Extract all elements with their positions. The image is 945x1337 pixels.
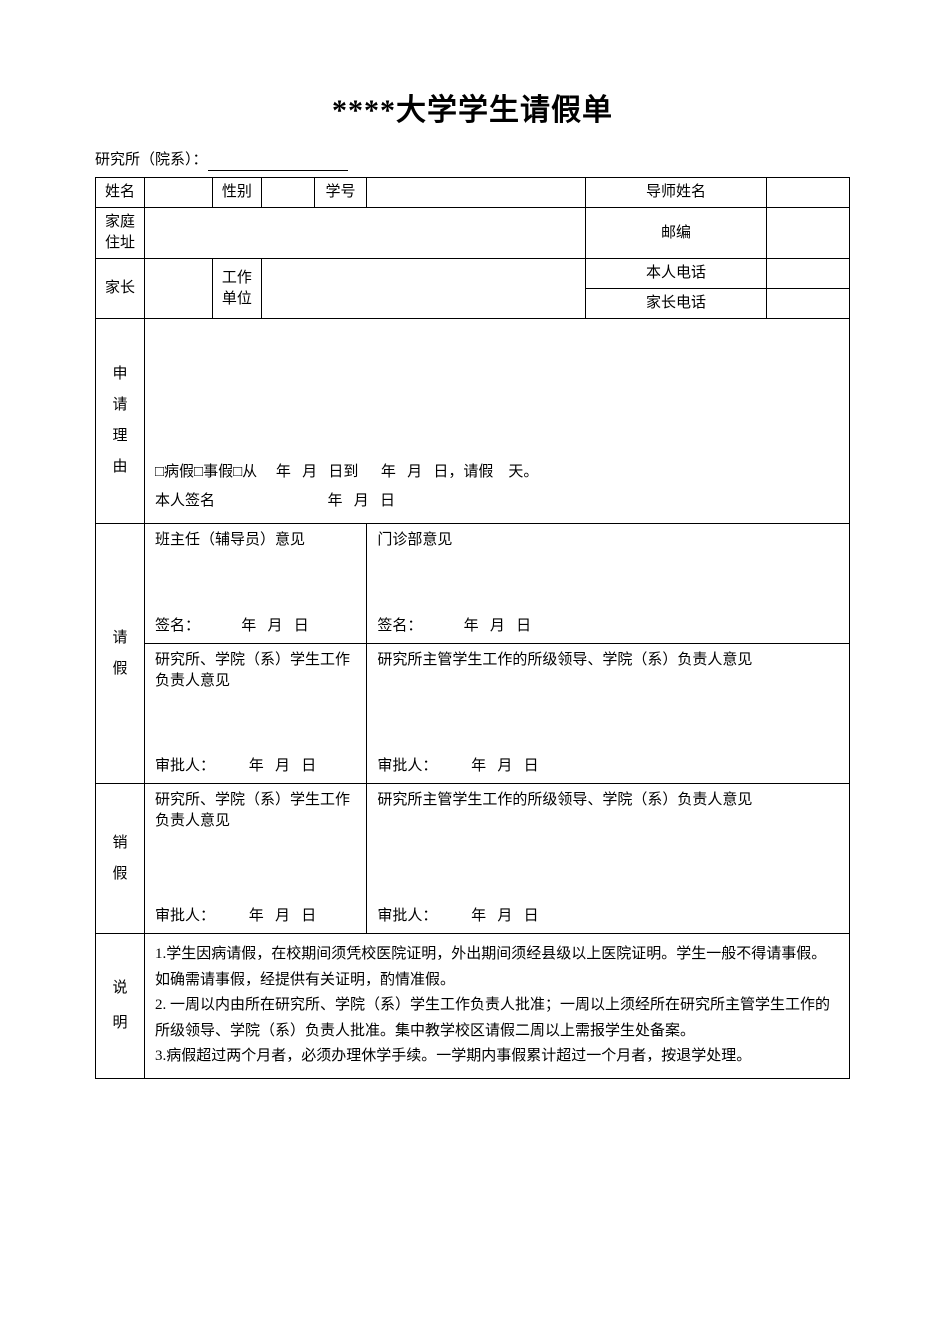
reason-char-1: 请 <box>102 395 138 416</box>
reason-char-0: 申 <box>102 364 138 385</box>
opinion-leader-leave-sign: 审批人： 年 月 日 <box>377 756 839 777</box>
notes-char-0: 说 <box>102 978 138 999</box>
notes-char-1: 明 <box>102 1013 138 1034</box>
opinion-dept-cancel[interactable]: 研究所、学院（系）学生工作负责人意见 审批人： 年 月 日 <box>145 784 367 934</box>
label-parent-phone: 家长电话 <box>586 289 767 319</box>
label-gender: 性别 <box>212 178 261 208</box>
field-name[interactable] <box>145 178 213 208</box>
field-advisor[interactable] <box>766 178 849 208</box>
label-notes-side: 说 明 <box>96 934 145 1079</box>
leave-form-table: 姓名 性别 学号 导师姓名 家庭 住址 邮编 家长 工作 单位 本人电话 家长电… <box>95 177 850 1079</box>
department-row: 研究所（院系）： <box>95 150 850 171</box>
cancel-char-0: 销 <box>102 833 138 854</box>
opinion-advisor[interactable]: 班主任（辅导员）意见 签名： 年 月 日 <box>145 524 367 644</box>
row-cancel: 销 假 研究所、学院（系）学生工作负责人意见 审批人： 年 月 日 研究所主管学… <box>96 784 850 934</box>
field-parent[interactable] <box>145 259 213 319</box>
opinion-leader-cancel-title: 研究所主管学生工作的所级领导、学院（系）负责人意见 <box>377 790 839 811</box>
row-reason: 申 请 理 由 □病假□事假□从 年 月 日到 年 月 日，请假 天。 本人签名… <box>96 319 850 524</box>
field-zip[interactable] <box>766 208 849 259</box>
label-cancel-side: 销 假 <box>96 784 145 934</box>
department-blank[interactable] <box>208 155 348 172</box>
row-leave-a: 请 假 班主任（辅导员）意见 签名： 年 月 日 门诊部意见 签名： 年 月 日 <box>96 524 850 644</box>
opinion-leader-cancel-sign: 审批人： 年 月 日 <box>377 906 839 927</box>
page-title: ****大学学生请假单 <box>95 90 850 132</box>
field-address[interactable] <box>145 208 586 259</box>
field-parent-phone[interactable] <box>766 289 849 319</box>
reason-line2: 本人签名 年 月 日 <box>155 487 839 516</box>
field-workunit[interactable] <box>261 259 585 319</box>
opinion-advisor-title: 班主任（辅导员）意见 <box>155 530 356 551</box>
reason-char-2: 理 <box>102 426 138 447</box>
opinion-clinic-sign: 签名： 年 月 日 <box>377 616 839 637</box>
row-leave-b: 研究所、学院（系）学生工作负责人意见 审批人： 年 月 日 研究所主管学生工作的… <box>96 644 850 784</box>
label-parent: 家长 <box>96 259 145 319</box>
label-reason-side: 申 请 理 由 <box>96 319 145 524</box>
label-zip: 邮编 <box>586 208 767 259</box>
opinion-clinic[interactable]: 门诊部意见 签名： 年 月 日 <box>367 524 850 644</box>
reason-line1: □病假□事假□从 年 月 日到 年 月 日，请假 天。 <box>155 458 839 487</box>
opinion-clinic-title: 门诊部意见 <box>377 530 839 551</box>
leave-char-0: 请 <box>102 628 138 649</box>
opinion-dept-leave[interactable]: 研究所、学院（系）学生工作负责人意见 审批人： 年 月 日 <box>145 644 367 784</box>
label-leave-side: 请 假 <box>96 524 145 784</box>
opinion-dept-leave-title: 研究所、学院（系）学生工作负责人意见 <box>155 650 356 692</box>
notes-body: 1.学生因病请假，在校期间须凭校医院证明，外出期间须经县级以上医院证明。学生一般… <box>145 934 850 1079</box>
leave-char-1: 假 <box>102 659 138 680</box>
row-address: 家庭 住址 邮编 <box>96 208 850 259</box>
row-basic-info: 姓名 性别 学号 导师姓名 <box>96 178 850 208</box>
opinion-advisor-sign: 签名： 年 月 日 <box>155 616 356 637</box>
field-studentno[interactable] <box>367 178 586 208</box>
opinion-dept-cancel-title: 研究所、学院（系）学生工作负责人意见 <box>155 790 356 832</box>
row-parent-1: 家长 工作 单位 本人电话 <box>96 259 850 289</box>
label-address: 家庭 住址 <box>96 208 145 259</box>
field-self-phone[interactable] <box>766 259 849 289</box>
field-gender[interactable] <box>261 178 314 208</box>
cancel-char-1: 假 <box>102 864 138 885</box>
row-notes: 说 明 1.学生因病请假，在校期间须凭校医院证明，外出期间须经县级以上医院证明。… <box>96 934 850 1079</box>
label-workunit: 工作 单位 <box>212 259 261 319</box>
opinion-dept-leave-sign: 审批人： 年 月 日 <box>155 756 356 777</box>
field-reason-body[interactable]: □病假□事假□从 年 月 日到 年 月 日，请假 天。 本人签名 年 月 日 <box>145 319 850 524</box>
label-self-phone: 本人电话 <box>586 259 767 289</box>
reason-char-3: 由 <box>102 457 138 478</box>
opinion-dept-cancel-sign: 审批人： 年 月 日 <box>155 906 356 927</box>
opinion-leader-leave[interactable]: 研究所主管学生工作的所级领导、学院（系）负责人意见 审批人： 年 月 日 <box>367 644 850 784</box>
department-label: 研究所（院系）： <box>95 152 208 168</box>
opinion-leader-leave-title: 研究所主管学生工作的所级领导、学院（系）负责人意见 <box>377 650 839 671</box>
opinion-leader-cancel[interactable]: 研究所主管学生工作的所级领导、学院（系）负责人意见 审批人： 年 月 日 <box>367 784 850 934</box>
label-advisor: 导师姓名 <box>586 178 767 208</box>
label-studentno: 学号 <box>314 178 367 208</box>
note-line-1: 1.学生因病请假，在校期间须凭校医院证明，外出期间须经县级以上医院证明。学生一般… <box>155 942 839 993</box>
label-name: 姓名 <box>96 178 145 208</box>
note-line-2: 2. 一周以内由所在研究所、学院（系）学生工作负责人批准；一周以上须经所在研究所… <box>155 993 839 1044</box>
note-line-3: 3.病假超过两个月者，必须办理休学手续。一学期内事假累计超过一个月者，按退学处理… <box>155 1044 839 1070</box>
